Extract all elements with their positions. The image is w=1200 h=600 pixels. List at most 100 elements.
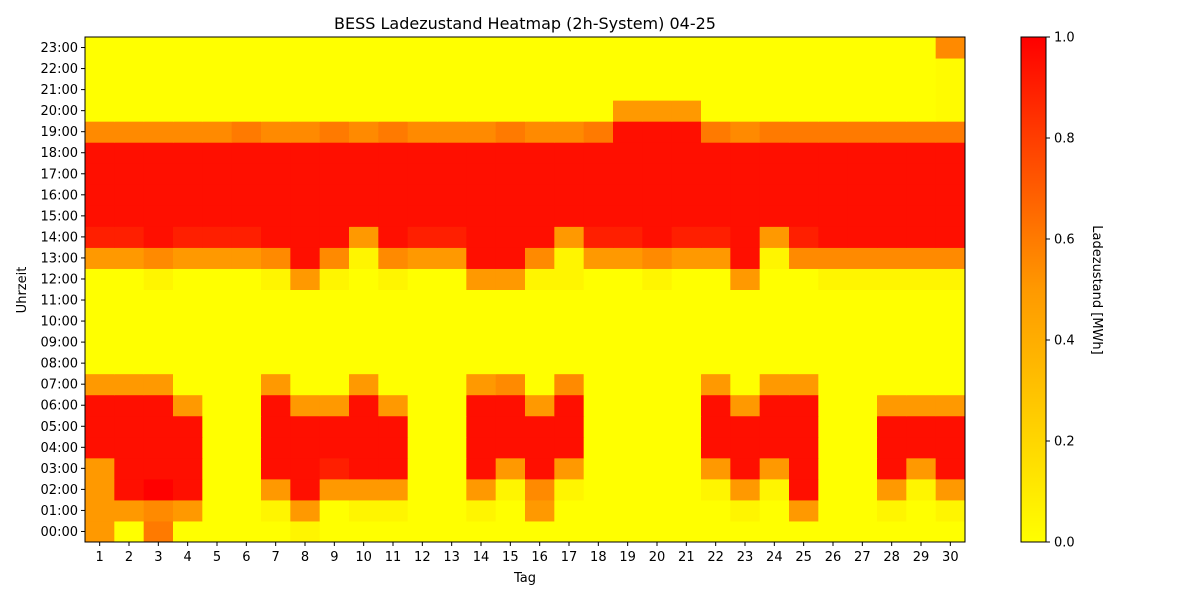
x-axis-label: Tag: [513, 571, 536, 586]
heatmap-cell: [85, 415, 115, 438]
heatmap-cell: [261, 331, 291, 354]
heatmap-cell: [495, 415, 526, 438]
heatmap-cell: [759, 520, 790, 543]
heatmap-cell: [261, 394, 291, 417]
heatmap-cell: [789, 415, 819, 438]
heatmap-cell: [231, 58, 262, 80]
heatmap-cell: [935, 373, 966, 396]
x-tick-label: 22: [707, 550, 724, 565]
heatmap-cell: [319, 247, 350, 269]
heatmap-cell: [818, 436, 849, 459]
y-tick-label: 16:00: [41, 188, 78, 203]
heatmap-cell: [319, 79, 350, 101]
heatmap-cell: [906, 121, 937, 143]
heatmap-cell: [290, 373, 321, 396]
heatmap-cell: [437, 58, 467, 80]
heatmap-cell: [525, 37, 555, 59]
y-tick-label: 15:00: [41, 209, 78, 224]
heatmap-cell: [701, 520, 731, 543]
heatmap-cell: [85, 100, 115, 122]
heatmap-cell: [730, 310, 761, 333]
heatmap-cell: [85, 478, 115, 501]
heatmap-cell: [85, 331, 115, 354]
heatmap-cell: [495, 394, 526, 417]
heatmap-cell: [671, 184, 702, 206]
heatmap-cell: [877, 457, 907, 480]
heatmap-cell: [349, 268, 379, 290]
heatmap-cell: [613, 226, 643, 248]
heatmap-cell: [437, 142, 467, 164]
heatmap-cell: [290, 226, 321, 248]
heatmap-cell: [378, 100, 409, 122]
heatmap-cell: [290, 520, 321, 543]
heatmap-cell: [143, 58, 174, 80]
heatmap-cell: [290, 415, 321, 438]
heatmap-cell: [202, 394, 233, 417]
heatmap-cell: [554, 310, 585, 333]
heatmap-cell: [114, 79, 145, 101]
heatmap-cell: [583, 373, 614, 396]
heatmap-cell: [789, 373, 819, 396]
heatmap-cell: [437, 436, 467, 459]
heatmap-cell: [319, 457, 350, 480]
heatmap-cell: [906, 436, 937, 459]
heatmap-cell: [906, 163, 937, 185]
heatmap-cell: [114, 457, 145, 480]
heatmap-cell: [730, 226, 761, 248]
heatmap-cell: [114, 205, 145, 227]
heatmap-cell: [378, 310, 409, 333]
heatmap-cell: [261, 142, 291, 164]
heatmap-cell: [407, 58, 438, 80]
heatmap-cell: [671, 310, 702, 333]
x-tick-label: 18: [590, 550, 607, 565]
heatmap-cell: [173, 331, 203, 354]
heatmap-cell: [847, 310, 878, 333]
heatmap-cell: [407, 352, 438, 375]
heatmap-cell: [466, 268, 497, 290]
heatmap-cell: [290, 37, 321, 59]
heatmap-cell: [378, 58, 409, 80]
heatmap-cell: [818, 499, 849, 522]
heatmap-cell: [407, 415, 438, 438]
heatmap-cell: [642, 499, 673, 522]
heatmap-cell: [642, 100, 673, 122]
heatmap-cell: [437, 415, 467, 438]
heatmap-cell: [701, 184, 731, 206]
heatmap-cell: [525, 205, 555, 227]
heatmap-cell: [583, 352, 614, 375]
heatmap-cell: [114, 121, 145, 143]
heatmap-cell: [378, 121, 409, 143]
heatmap-cell: [671, 247, 702, 269]
heatmap-cell: [466, 478, 497, 501]
heatmap-cell: [671, 520, 702, 543]
heatmap-cell: [202, 37, 233, 59]
x-tick-label: 1: [96, 550, 104, 565]
heatmap-cell: [466, 289, 497, 312]
heatmap-cell: [847, 478, 878, 501]
heatmap-cell: [290, 58, 321, 80]
heatmap-cell: [407, 37, 438, 59]
heatmap-cell: [642, 205, 673, 227]
heatmap-cell: [495, 373, 526, 396]
heatmap-cell: [730, 331, 761, 354]
heatmap-cell: [759, 310, 790, 333]
heatmap-cell: [613, 289, 643, 312]
heatmap-cell: [583, 205, 614, 227]
heatmap-cell: [407, 205, 438, 227]
heatmap-cell: [818, 205, 849, 227]
heatmap-cell: [730, 499, 761, 522]
heatmap-cell: [290, 394, 321, 417]
heatmap-cell: [290, 163, 321, 185]
heatmap-cell: [173, 268, 203, 290]
heatmap-cell: [671, 142, 702, 164]
heatmap-cell: [935, 58, 966, 80]
heatmap-cell: [85, 205, 115, 227]
heatmap-cell: [701, 205, 731, 227]
heatmap-cell: [759, 37, 790, 59]
heatmap-cell: [642, 352, 673, 375]
heatmap-cell: [143, 520, 174, 543]
heatmap-cell: [583, 163, 614, 185]
heatmap-cell: [554, 142, 585, 164]
heatmap-cell: [935, 310, 966, 333]
heatmap-cell: [319, 121, 350, 143]
